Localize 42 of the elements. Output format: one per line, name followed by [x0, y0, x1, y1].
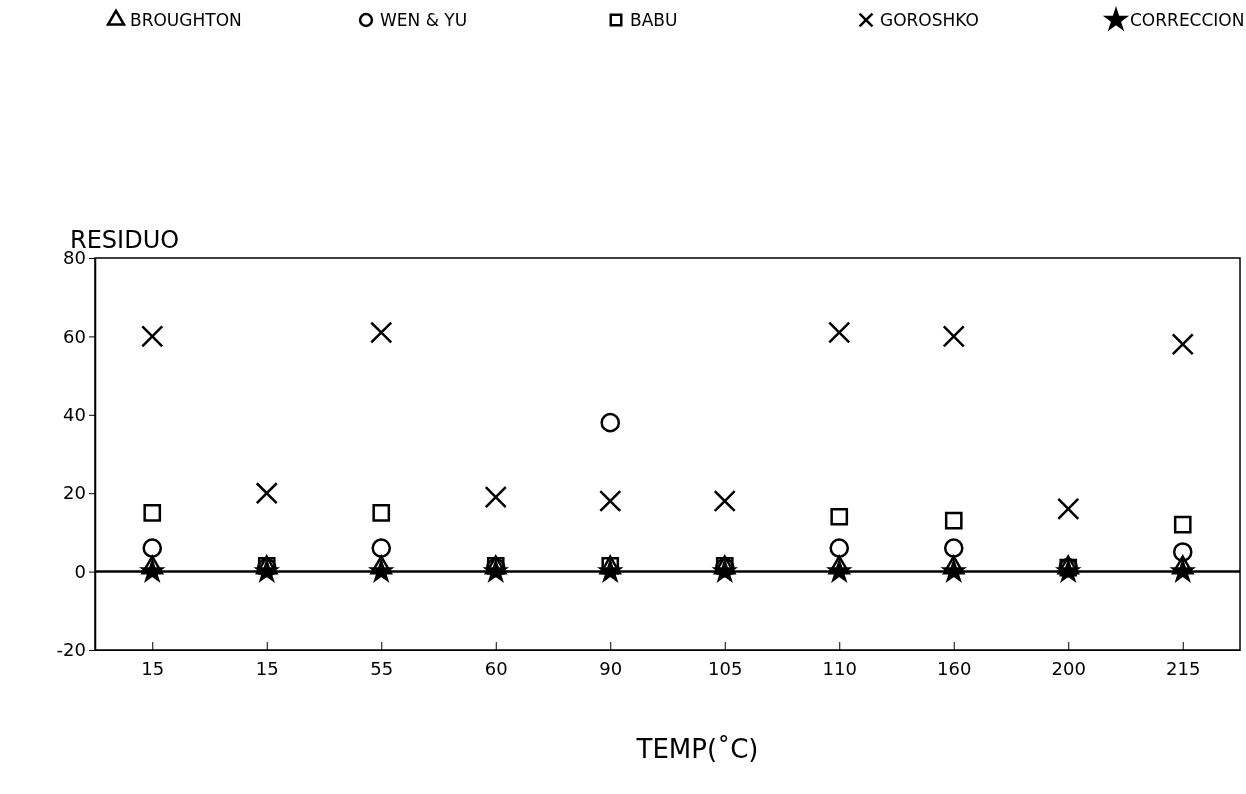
- point: [1171, 333, 1194, 356]
- x-tick-label: 15: [141, 657, 165, 679]
- point: [830, 507, 849, 526]
- point: [370, 321, 393, 344]
- x-tick-label: 215: [1166, 657, 1201, 679]
- point: [1172, 542, 1193, 562]
- point: [600, 412, 621, 433]
- x-tick-label: 110: [822, 657, 857, 679]
- y-tick-label: 0: [74, 560, 86, 582]
- point: [255, 482, 278, 505]
- point: [713, 489, 736, 513]
- y-tick-label: 60: [63, 325, 86, 347]
- legend-label: GOROSHKO: [880, 10, 979, 30]
- point: [942, 325, 965, 348]
- y-tick-label: 40: [63, 404, 86, 426]
- point: [1173, 515, 1192, 534]
- y-tick-label: 20: [63, 482, 86, 504]
- point: [143, 503, 162, 522]
- point: [142, 538, 163, 558]
- x-tick-label: 160: [937, 657, 972, 679]
- legend-label: WEN & YU: [380, 10, 468, 30]
- x-axis-title: TEMP(˚C): [635, 734, 759, 764]
- x-tick-label: 90: [599, 657, 623, 679]
- legend-label: BABU: [630, 10, 678, 30]
- x-tick-label: 105: [708, 657, 743, 679]
- point: [1057, 497, 1080, 521]
- x-tick-label: 55: [370, 657, 394, 679]
- y-tick-label: -20: [56, 639, 86, 661]
- point: [372, 503, 391, 522]
- x-tick-label: 60: [484, 657, 508, 679]
- point: [943, 538, 964, 558]
- point: [371, 538, 392, 558]
- legend-label: BROUGHTON: [130, 10, 242, 30]
- x-tick-label: 200: [1051, 657, 1086, 679]
- point: [484, 485, 507, 509]
- point: [829, 538, 850, 558]
- point: [599, 489, 622, 513]
- legend-label: CORRECCION: [1130, 10, 1245, 30]
- point: [828, 321, 851, 344]
- point: [944, 511, 963, 530]
- point: [141, 325, 164, 348]
- x-tick-label: 15: [255, 657, 279, 679]
